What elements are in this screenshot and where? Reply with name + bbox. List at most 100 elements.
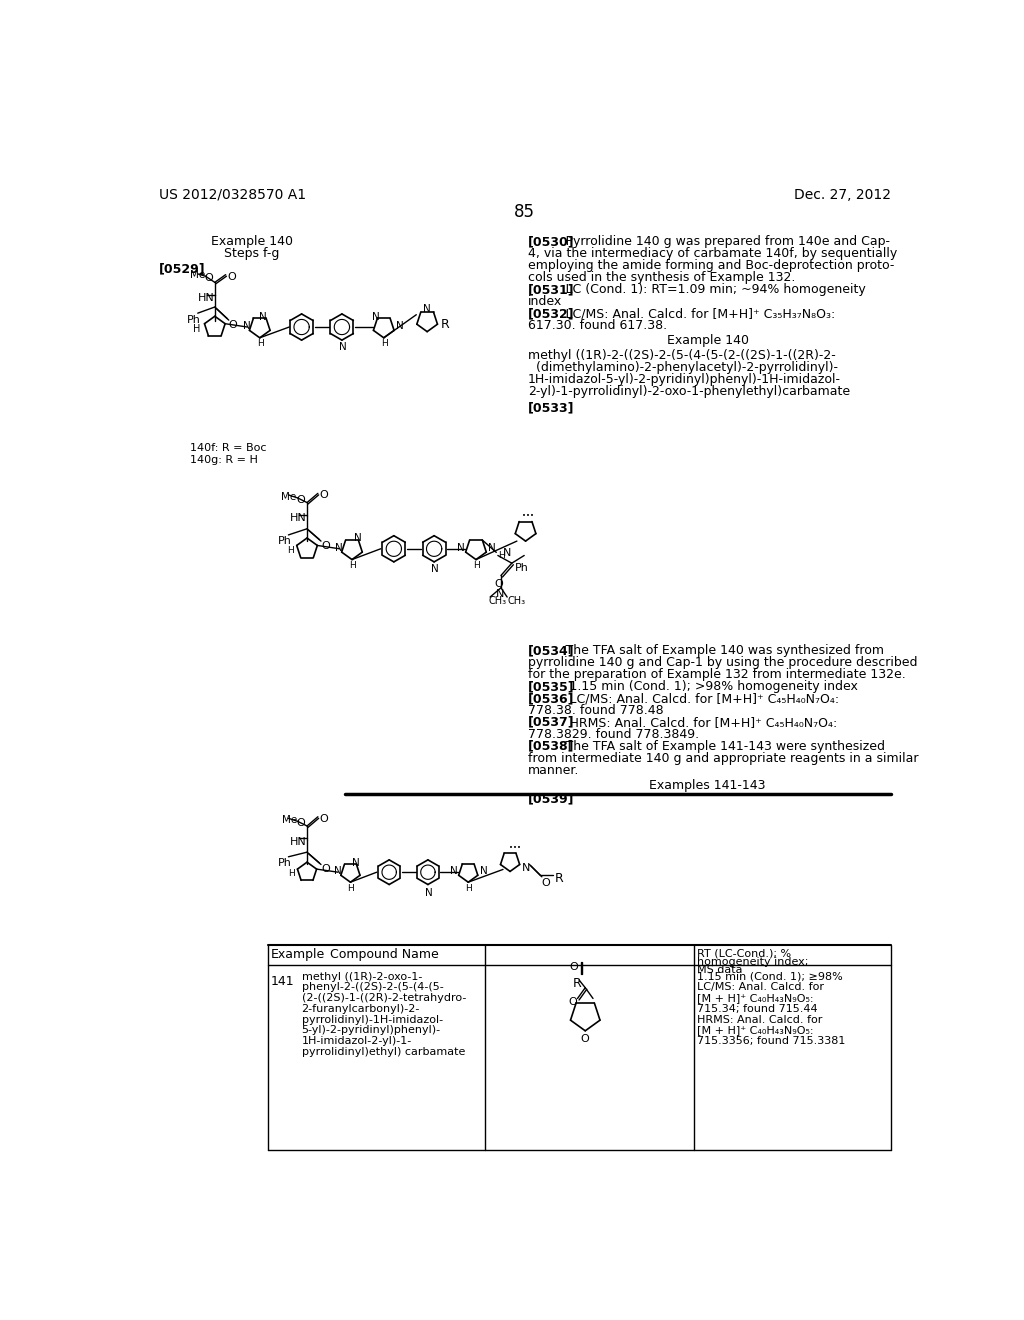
Text: O: O (227, 272, 236, 281)
Text: from intermediate 140 g and appropriate reagents in a similar: from intermediate 140 g and appropriate … (528, 751, 919, 764)
Text: Steps f-g: Steps f-g (224, 247, 280, 260)
Text: LC/MS: Anal. Calcd. for [M+H]⁺ C₃₅H₃₇N₈O₃:: LC/MS: Anal. Calcd. for [M+H]⁺ C₃₅H₃₇N₈O… (553, 308, 835, 319)
Text: [0532]: [0532] (528, 308, 574, 319)
Text: 778.38. found 778.48: 778.38. found 778.48 (528, 704, 664, 717)
Text: N: N (352, 858, 359, 867)
Text: O: O (296, 818, 305, 828)
Text: manner.: manner. (528, 763, 580, 776)
Text: H: H (288, 869, 295, 878)
Text: Compound Name: Compound Name (330, 948, 438, 961)
Text: O: O (319, 813, 328, 824)
Text: 617.30. found 617.38.: 617.30. found 617.38. (528, 319, 667, 331)
Text: CH₃: CH₃ (507, 595, 525, 606)
Text: LC/MS: Anal. Calcd. for [M+H]⁺ C₄₅H₄₀N₇O₄:: LC/MS: Anal. Calcd. for [M+H]⁺ C₄₅H₄₀N₇O… (553, 692, 839, 705)
Text: 85: 85 (514, 203, 536, 220)
Text: Dec. 27, 2012: Dec. 27, 2012 (794, 187, 891, 202)
Text: N: N (521, 863, 530, 873)
Text: Examples 141-143: Examples 141-143 (649, 779, 766, 792)
Text: O: O (228, 321, 238, 330)
Text: [0535]: [0535] (528, 680, 574, 693)
Text: H: H (257, 339, 263, 348)
Text: 2-yl)-1-pyrrolidinyl)-2-oxo-1-phenylethyl)carbamate: 2-yl)-1-pyrrolidinyl)-2-oxo-1-phenylethy… (528, 385, 850, 397)
Text: N: N (334, 866, 342, 876)
Text: 2-furanylcarbonyl)-2-: 2-furanylcarbonyl)-2- (302, 1003, 420, 1014)
Text: [0533]: [0533] (528, 401, 574, 414)
Text: Example 140: Example 140 (211, 235, 293, 248)
Text: •••: ••• (522, 513, 535, 519)
Text: Ph: Ph (278, 536, 292, 546)
Text: HRMS: Anal. Calcd. for [M+H]⁺ C₄₅H₄₀N₇O₄:: HRMS: Anal. Calcd. for [M+H]⁺ C₄₅H₄₀N₇O₄… (553, 715, 837, 729)
Text: methyl ((1R)-2-oxo-1-: methyl ((1R)-2-oxo-1- (302, 972, 422, 982)
Text: [M + H]⁺ C₄₀H₄₃N₉O₅:: [M + H]⁺ C₄₀H₄₃N₉O₅: (697, 993, 813, 1003)
Text: Ph: Ph (187, 314, 201, 325)
Text: O: O (322, 541, 331, 550)
Text: N: N (480, 866, 487, 876)
Text: (dimethylamino)-2-phenylacetyl)-2-pyrrolidinyl)-: (dimethylamino)-2-phenylacetyl)-2-pyrrol… (528, 360, 838, 374)
Text: HN: HN (198, 293, 214, 304)
Text: 1H-imidazol-2-yl)-1-: 1H-imidazol-2-yl)-1- (302, 1036, 412, 1047)
Text: index: index (528, 296, 562, 308)
Text: 4, via the intermediacy of carbamate 140f, by sequentially: 4, via the intermediacy of carbamate 140… (528, 247, 897, 260)
Text: N: N (488, 543, 496, 553)
Text: H: H (194, 323, 201, 334)
Text: N: N (373, 312, 380, 322)
Text: R: R (572, 977, 582, 990)
Text: (2-((2S)-1-((2R)-2-tetrahydro-: (2-((2S)-1-((2R)-2-tetrahydro- (302, 993, 466, 1003)
Text: O: O (569, 961, 579, 972)
Text: 715.3356; found 715.3381: 715.3356; found 715.3381 (697, 1036, 845, 1047)
Text: 5-yl)-2-pyridinyl)phenyl)-: 5-yl)-2-pyridinyl)phenyl)- (302, 1026, 440, 1035)
Text: 1H-imidazol-5-yl)-2-pyridinyl)phenyl)-1H-imidazol-: 1H-imidazol-5-yl)-2-pyridinyl)phenyl)-1H… (528, 372, 841, 385)
Text: •••: ••• (509, 845, 520, 851)
Text: [0537]: [0537] (528, 715, 574, 729)
Text: MS data: MS data (697, 965, 742, 975)
Text: cols used in the synthesis of Example 132.: cols used in the synthesis of Example 13… (528, 271, 796, 284)
Text: [0530]: [0530] (528, 235, 574, 248)
Text: [M + H]⁺ C₄₀H₄₃N₉O₅:: [M + H]⁺ C₄₀H₄₃N₉O₅: (697, 1026, 813, 1035)
Text: N: N (259, 312, 266, 322)
Text: 1.15 min (Cond. 1); >98% homogeneity index: 1.15 min (Cond. 1); >98% homogeneity ind… (553, 680, 857, 693)
Text: HN: HN (290, 837, 307, 846)
Text: [0539]: [0539] (528, 792, 574, 805)
Text: O: O (495, 578, 504, 589)
Text: O: O (204, 273, 213, 282)
Text: CH₃: CH₃ (488, 595, 507, 606)
Text: Pyrrolidine 140 g was prepared from 140e and Cap-: Pyrrolidine 140 g was prepared from 140e… (553, 235, 890, 248)
Text: H: H (347, 884, 354, 892)
Text: Me: Me (281, 492, 296, 502)
Text: HRMS: Anal. Calcd. for: HRMS: Anal. Calcd. for (697, 1015, 822, 1024)
Text: N: N (503, 548, 511, 558)
Text: LC (Cond. 1): RT=1.09 min; ~94% homogeneity: LC (Cond. 1): RT=1.09 min; ~94% homogene… (553, 284, 865, 296)
Text: pyrrolidine 140 g and Cap-1 by using the procedure described: pyrrolidine 140 g and Cap-1 by using the… (528, 656, 918, 669)
Text: R: R (441, 318, 450, 331)
Text: The TFA salt of Example 141-143 were synthesized: The TFA salt of Example 141-143 were syn… (553, 739, 885, 752)
Text: N: N (458, 543, 465, 553)
Text: H: H (349, 561, 355, 570)
Text: [0538]: [0538] (528, 739, 574, 752)
Text: R: R (554, 873, 563, 886)
Text: N: N (243, 321, 251, 331)
Text: 141: 141 (270, 974, 294, 987)
Text: 715.34; found 715.44: 715.34; found 715.44 (697, 1003, 817, 1014)
Text: Example 140: Example 140 (667, 334, 749, 347)
Text: H: H (465, 884, 472, 892)
Text: O: O (581, 1034, 590, 1044)
Text: LC/MS: Anal. Calcd. for: LC/MS: Anal. Calcd. for (697, 982, 824, 993)
Text: HN: HN (290, 513, 307, 523)
Text: employing the amide forming and Boc-deprotection proto-: employing the amide forming and Boc-depr… (528, 259, 894, 272)
Text: O: O (542, 878, 551, 888)
Text: [0529]: [0529] (159, 263, 206, 276)
Text: [0536]: [0536] (528, 692, 574, 705)
Text: Me: Me (283, 816, 298, 825)
Text: [0534]: [0534] (528, 644, 574, 657)
Text: 778.3829. found 778.3849.: 778.3829. found 778.3849. (528, 727, 699, 741)
Text: N: N (497, 589, 505, 599)
Text: O: O (296, 495, 305, 504)
Text: H: H (498, 550, 505, 560)
Text: for the preparation of Example 132 from intermediate 132e.: for the preparation of Example 132 from … (528, 668, 905, 681)
Text: [0531]: [0531] (528, 284, 574, 296)
Text: pyrrolidinyl)-1H-imidazol-: pyrrolidinyl)-1H-imidazol- (302, 1015, 442, 1024)
Text: N: N (425, 887, 432, 898)
Text: N: N (335, 543, 343, 553)
Text: N: N (339, 342, 346, 352)
Text: N: N (423, 304, 430, 314)
